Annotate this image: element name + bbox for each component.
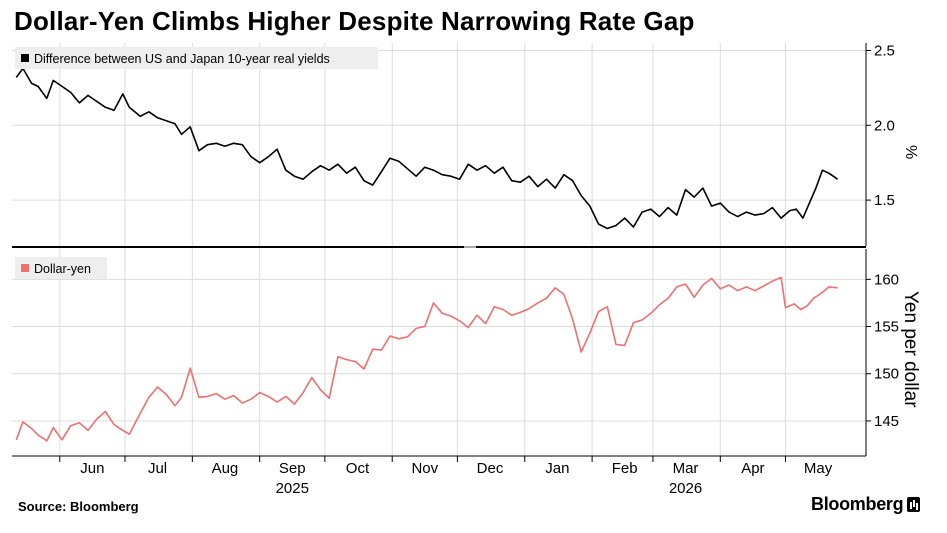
y-tick-label: 2.5 <box>874 42 895 59</box>
bottom-y-axis-label: Yen per dollar <box>900 291 921 408</box>
legend-swatch-bottom <box>21 264 29 272</box>
x-tick-label: Jul <box>148 460 167 477</box>
x-tick-label: Oct <box>346 460 370 477</box>
series-line-dollar-yen <box>15 276 838 442</box>
x-year-label: 2026 <box>669 480 702 497</box>
x-tick-label: Dec <box>477 460 504 477</box>
top-y-axis-label: % <box>902 145 919 159</box>
source-note: Source: Bloomberg <box>18 499 139 514</box>
bottom-panel-grid <box>12 278 866 422</box>
y-tick-label: 150 <box>874 366 899 383</box>
x-gridlines <box>59 43 786 456</box>
legend-label-top: Difference between US and Japan 10-year … <box>34 52 330 66</box>
y-tick-label: 160 <box>874 271 899 288</box>
bloomberg-terminal-icon <box>907 497 921 512</box>
chart-title: Dollar-Yen Climbs Higher Despite Narrowi… <box>14 6 695 36</box>
top-panel-grid <box>12 49 866 201</box>
x-tick-label: Mar <box>673 460 699 477</box>
legend-swatch-top <box>21 54 29 62</box>
legend-label-bottom: Dollar-yen <box>34 262 91 276</box>
y-tick-label: 145 <box>874 413 899 430</box>
x-tick-label: May <box>804 460 833 477</box>
x-tick-label: Nov <box>411 460 438 477</box>
legend-bottom: Dollar-yen <box>15 257 107 279</box>
top-y-ticks: 1.5 2.0 2.5 <box>866 42 895 209</box>
bloomberg-logo: Bloomberg <box>811 494 921 515</box>
y-tick-label: 1.5 <box>874 192 895 209</box>
x-ticks: Jun Jul Aug Sep Oct Nov Dec Jan Feb Mar Apr May <box>59 456 833 477</box>
year-labels: 2025 2026 <box>276 480 703 497</box>
x-tick-label: Jan <box>545 460 569 477</box>
x-tick-label: Aug <box>212 460 239 477</box>
y-tick-label: 2.0 <box>874 117 895 134</box>
x-tick-label: Sep <box>279 460 306 477</box>
x-tick-label: Apr <box>741 460 764 477</box>
x-tick-label: Jun <box>80 460 104 477</box>
x-year-label: 2025 <box>276 480 309 497</box>
bottom-y-ticks: 145 150 155 160 <box>866 271 899 430</box>
legend-top: Difference between US and Japan 10-year … <box>15 47 378 69</box>
y-tick-label: 155 <box>874 319 899 336</box>
x-tick-label: Feb <box>612 460 638 477</box>
series-line-real-yield-diff <box>15 67 839 230</box>
